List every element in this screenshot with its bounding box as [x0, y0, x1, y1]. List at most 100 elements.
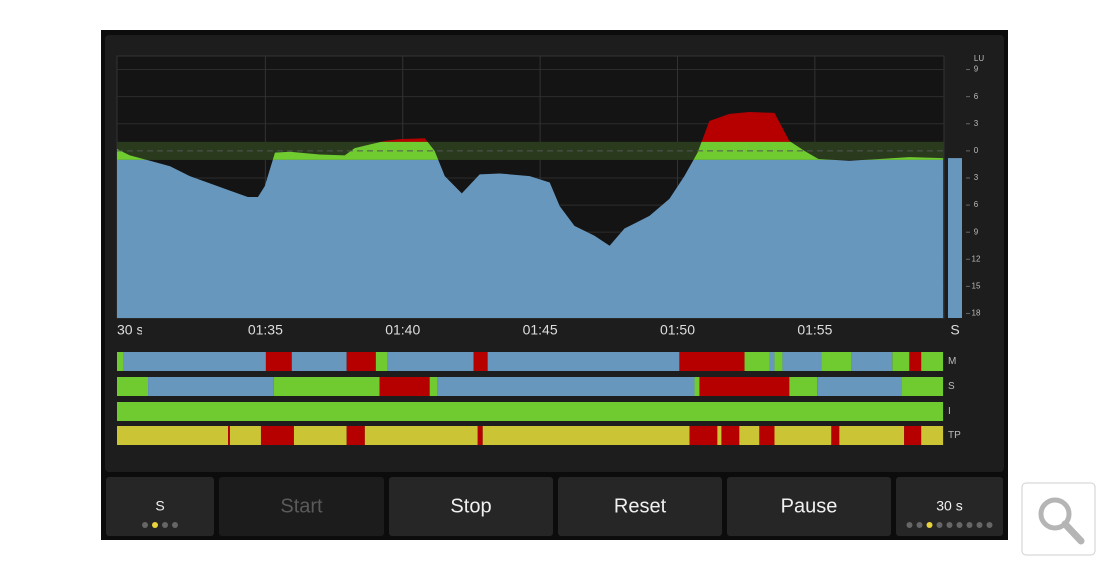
meter-segment	[721, 426, 740, 445]
button-label: Stop	[450, 495, 491, 517]
window-label: 30 s	[117, 322, 143, 338]
page-dot	[966, 522, 973, 528]
meter-segment	[851, 352, 893, 371]
y-tick-label: 6	[974, 200, 979, 209]
page-dot	[172, 522, 178, 528]
meter-row-label: TP	[948, 430, 961, 441]
x-tick-label: 01:55	[797, 322, 832, 338]
page-dot	[906, 522, 913, 528]
loudness-area	[381, 112, 791, 142]
button-label: Reset	[614, 495, 667, 517]
page-dot	[916, 522, 923, 528]
search-icon	[1038, 497, 1072, 531]
meter-row-label: M	[948, 356, 956, 367]
meter-segment	[273, 377, 380, 396]
meter-segment	[789, 377, 818, 396]
meter-segment	[892, 352, 910, 371]
page-dot	[976, 522, 983, 528]
meter-segment	[482, 426, 690, 445]
button-label: S	[155, 498, 164, 514]
button[interactable]	[558, 477, 722, 536]
button	[219, 477, 384, 536]
current-level	[948, 158, 962, 318]
meter-segment	[437, 377, 695, 396]
x-tick-label: 01:45	[523, 322, 558, 338]
meter-segment	[769, 352, 775, 371]
button-label: Start	[280, 495, 323, 517]
plot: 9 6 3 0 3 6 9 12 15 18 LU 01:35 01:40 01:45 01:50 01:55…	[117, 54, 984, 338]
meter-segment	[901, 377, 944, 396]
search-button[interactable]	[1021, 482, 1096, 556]
meter-segment	[364, 426, 478, 445]
page-dot	[142, 522, 148, 528]
meter-segment	[429, 377, 438, 396]
meter-segment	[375, 352, 388, 371]
page-dot	[162, 522, 168, 528]
y-tick-label: 0	[974, 146, 979, 155]
meter-segment	[265, 352, 292, 371]
y-tick-label: 9	[974, 65, 979, 74]
button[interactable]	[727, 477, 891, 536]
meter-segment	[487, 352, 680, 371]
meter-segment	[744, 352, 770, 371]
meter-segment	[117, 352, 124, 371]
meter-segment	[229, 426, 261, 445]
meter-segment	[387, 352, 474, 371]
meter-segment	[346, 426, 365, 445]
page-dot	[152, 522, 158, 528]
meter-segment	[346, 352, 376, 371]
meter-segment	[774, 426, 832, 445]
x-tick-label: 01:35	[248, 322, 283, 338]
meter-segment	[817, 377, 902, 396]
y-tick-label: 12	[972, 254, 981, 263]
meter-segment	[699, 377, 790, 396]
y-tick-label: 15	[972, 281, 981, 290]
meter-segment	[123, 352, 266, 371]
button[interactable]	[389, 477, 553, 536]
meter-row-label: S	[948, 381, 955, 392]
meter-segment	[477, 426, 483, 445]
button[interactable]	[106, 477, 214, 536]
meter-segment	[831, 426, 840, 445]
meter-segment	[291, 352, 347, 371]
meter-segment	[694, 377, 700, 396]
meter-segment	[739, 426, 760, 445]
loudness-area	[117, 141, 944, 160]
meter-row-label: I	[948, 406, 951, 417]
meter-segment	[909, 352, 922, 371]
current-label: S	[950, 322, 959, 338]
meter-bars: M S I TP	[117, 352, 961, 445]
button-label: Pause	[781, 495, 838, 517]
meter-segment	[717, 426, 722, 445]
meter-segment	[227, 426, 230, 445]
meter-segment	[293, 426, 347, 445]
x-tick-label: 01:40	[385, 322, 420, 338]
meter-segment	[839, 426, 905, 445]
meter-segment	[679, 352, 745, 371]
page-dot	[986, 522, 993, 528]
meter-segment	[689, 426, 718, 445]
y-axis-label: LU	[974, 54, 984, 63]
meter-segment	[759, 426, 775, 445]
meter-segment	[379, 377, 430, 396]
meter-segment	[260, 426, 294, 445]
meter-segment	[921, 352, 944, 371]
page-dot	[946, 522, 953, 528]
x-tick-label: 01:50	[660, 322, 695, 338]
button[interactable]	[896, 477, 1003, 536]
y-tick-label: 18	[972, 309, 981, 318]
meter-segment	[473, 352, 488, 371]
page-dot	[936, 522, 943, 528]
y-tick-label: 3	[974, 173, 979, 182]
meter-segment	[117, 426, 228, 445]
button-bar: S Start Stop Reset Pause 30 s	[106, 477, 1003, 536]
meter-segment	[782, 352, 822, 371]
page-dot	[926, 522, 933, 528]
meter-segment	[921, 426, 944, 445]
meter-segment	[148, 377, 274, 396]
y-tick-label: 6	[974, 92, 979, 101]
y-tick-label: 9	[974, 227, 979, 236]
loudness-area	[117, 159, 944, 318]
